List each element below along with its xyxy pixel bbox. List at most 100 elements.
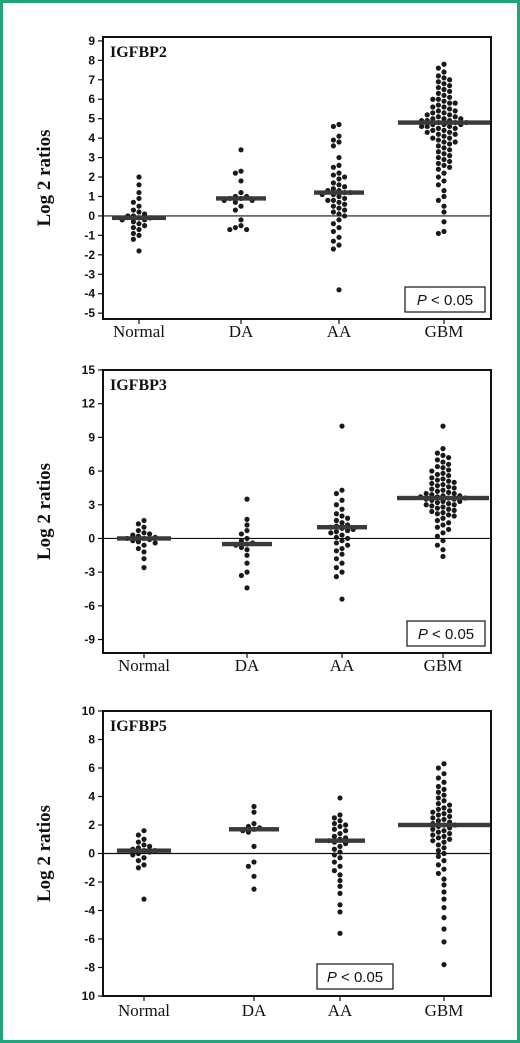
data-point [434,499,440,506]
category-label: AA [328,1001,353,1020]
data-point [244,569,250,575]
median-bar [229,827,279,832]
data-point [451,485,457,491]
data-point [238,223,244,229]
y-tick-label: 1 [88,189,95,203]
data-point [251,803,257,810]
data-point [336,170,342,176]
data-point [441,939,447,945]
data-point [430,104,436,110]
data-point [452,139,458,145]
data-point [333,490,339,497]
data-point [130,224,136,231]
data-point [136,248,142,254]
data-point [451,479,457,485]
data-point [337,823,343,830]
data-point [336,217,342,223]
data-point [336,242,342,248]
data-point [142,223,148,229]
data-point [244,527,250,534]
y-tick-label: 10 [82,704,96,718]
y-tick-label: 4 [88,790,95,804]
data-point [141,836,147,842]
median-bar [398,120,490,125]
data-point [244,560,250,566]
data-point [435,801,441,807]
median-bar [397,495,489,501]
data-point [434,524,440,530]
data-point [337,830,343,837]
data-point [331,833,337,839]
data-point [435,65,441,71]
data-point [333,517,339,524]
data-point [441,209,447,215]
data-point [435,166,441,172]
data-point [441,228,447,235]
data-point [446,489,452,496]
data-point [342,195,348,202]
data-point [435,789,441,795]
data-point [447,123,453,130]
data-point [244,547,250,553]
data-point [333,502,339,508]
data-point [238,203,244,209]
data-point [441,116,447,122]
data-point [435,835,441,841]
y-tick-label: -9 [84,633,95,647]
category-label: DA [235,656,260,675]
data-point [136,226,142,233]
data-point [343,828,349,834]
data-point [435,775,441,781]
data-point [435,90,441,96]
data-point [251,809,257,815]
data-point [339,560,345,566]
data-point [435,818,441,824]
data-point [244,516,250,522]
data-point [441,761,447,767]
data-point [232,170,238,176]
data-point [136,203,142,209]
y-tick-label: 6 [88,464,95,478]
median-bar [112,215,166,221]
y-tick-label: -4 [84,904,95,918]
data-point [337,795,343,801]
data-point [440,510,446,516]
data-point [441,98,447,104]
data-point [337,855,343,861]
data-point [135,545,141,552]
median-bar [117,848,171,853]
data-point [446,526,452,533]
data-point [447,94,453,100]
data-point [434,457,440,463]
data-point [136,209,142,215]
data-point [337,843,343,849]
data-point [430,96,436,102]
data-point [342,184,348,190]
data-point [435,230,441,237]
p-value-box [316,963,394,990]
data-point [333,534,339,540]
data-point [441,193,447,200]
data-point [435,154,441,161]
data-point [446,506,452,512]
data-point [330,203,336,209]
data-point [333,548,339,554]
y-tick-label: 0 [88,531,95,545]
data-point [430,127,436,133]
data-point [435,848,441,854]
data-point [441,811,447,817]
data-point [440,487,446,493]
data-point [440,530,446,536]
data-point [435,131,441,137]
data-point [339,545,345,552]
data-point [333,556,339,562]
data-point [446,472,452,479]
data-point [441,203,447,209]
data-point [440,452,446,458]
data-point [336,154,342,161]
data-point [135,858,141,864]
data-point [342,207,348,213]
data-point [435,143,441,149]
data-point [435,197,441,203]
data-point [447,153,453,159]
